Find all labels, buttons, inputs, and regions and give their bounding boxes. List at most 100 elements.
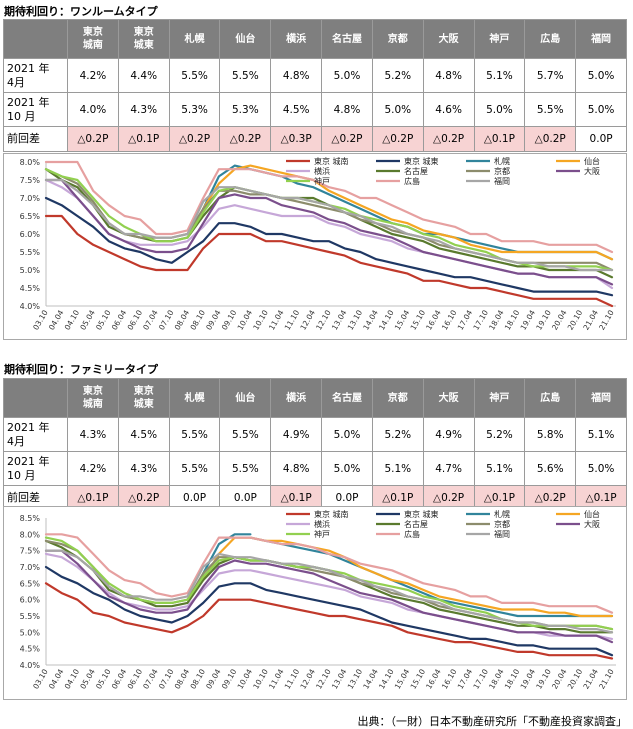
table-cell: 5.7% (524, 58, 577, 93)
header-corner (3, 378, 68, 418)
column-header: 仙台 (219, 378, 272, 418)
diff-cell: △0.2P (422, 126, 475, 152)
table-cell: 5.1% (473, 451, 526, 486)
table-cell: 4.0% (67, 92, 119, 127)
table-cell: 4.8% (321, 92, 373, 127)
column-header: 名古屋 (321, 378, 373, 418)
diff-cell: △0.2P (524, 126, 577, 152)
y-tick-label: 6.5% (20, 212, 41, 221)
series-line (202, 533, 252, 575)
legend-label: 東京 城南 (314, 156, 349, 166)
row-label: 2021 年 10 月 (3, 92, 68, 127)
legend-label: 京都 (494, 519, 510, 529)
diff-cell: △0.1P (117, 126, 170, 152)
series-line (44, 533, 614, 614)
x-tick-label: 21.10 (597, 308, 616, 331)
table-cell: 5.5% (524, 92, 577, 127)
y-tick-label: 7.5% (20, 547, 41, 556)
oneroom-section-title: 期待利回り：ワンルームタイプ (4, 5, 158, 18)
column-header: 東京 城南 (67, 19, 119, 59)
column-header: 東京 城東 (117, 378, 170, 418)
y-tick-label: 6.0% (20, 230, 41, 239)
series-line (44, 196, 614, 297)
table-cell: 5.0% (575, 451, 627, 486)
series-line (44, 582, 614, 660)
legend-label: 横浜 (314, 519, 330, 529)
table-cell: 5.3% (219, 92, 272, 127)
legend-label: 神戸 (314, 176, 330, 186)
table-cell: 5.0% (321, 417, 373, 452)
table-cell: 5.1% (371, 451, 424, 486)
y-tick-label: 4.5% (20, 284, 41, 293)
column-header: 横浜 (270, 19, 323, 59)
column-header: 広島 (524, 19, 577, 59)
table-cell: 4.5% (270, 92, 323, 127)
y-tick-label: 5.5% (20, 248, 41, 257)
table-cell: 5.0% (321, 451, 373, 486)
row-label: 2021 年 10 月 (3, 451, 68, 486)
diff-cell: △0.1P (473, 126, 526, 152)
legend-label: 東京 城南 (314, 509, 349, 519)
family-yield-table: 東京 城南 東京 城東 札幌 仙台 横浜 名古屋 京都 大阪 神戸 広島 福岡 2021 年 4月 4.3% 4… (3, 378, 627, 511)
column-header: 福岡 (575, 19, 627, 59)
series-line (44, 178, 614, 272)
y-tick-label: 5.5% (20, 612, 41, 621)
table-cell: 4.3% (117, 92, 170, 127)
legend-label: 京都 (494, 166, 510, 176)
y-tick-label: 7.0% (20, 563, 41, 572)
table-cell: 4.8% (422, 58, 475, 93)
y-tick-label: 8.0% (20, 530, 41, 539)
legend-label: 仙台 (584, 509, 600, 519)
y-tick-label: 7.5% (20, 176, 41, 185)
column-header: 京都 (371, 378, 424, 418)
diff-cell: △0.2P (168, 126, 221, 152)
y-tick-label: 7.0% (20, 194, 41, 203)
source-note: 出典：（一財）日本不動産研究所「不動産投資家調査」 (357, 715, 628, 728)
column-header: 仙台 (219, 19, 272, 59)
column-header: 名古屋 (321, 19, 373, 59)
legend-label: 名古屋 (404, 166, 428, 176)
column-header: 神戸 (473, 378, 526, 418)
table-row: 2021 年 4月 4.2% 4.4% 5.5% 5.5% 4.8% 5.0% 5.2% 4.8%… (3, 58, 627, 93)
table-cell: 5.0% (473, 92, 526, 127)
row-label: 2021 年 4月 (3, 58, 68, 93)
y-tick-label: 4.0% (20, 661, 41, 670)
column-header: 札幌 (168, 19, 221, 59)
diff-cell: △0.2P (321, 126, 373, 152)
table-cell: 4.5% (117, 417, 170, 452)
y-tick-label: 8.5% (20, 514, 41, 523)
table-cell: 5.5% (219, 58, 272, 93)
legend-label: 札幌 (494, 509, 510, 519)
legend-label: 大阪 (584, 166, 600, 176)
legend-label: 横浜 (314, 166, 330, 176)
legend-label: 福岡 (494, 177, 510, 186)
diff-cell: △0.2P (371, 126, 424, 152)
family-section-title: 期待利回り：ファミリータイプ (4, 363, 158, 376)
y-tick-label: 5.0% (20, 628, 41, 637)
row-label: 2021 年 4月 (3, 417, 68, 452)
legend-label: 名古屋 (404, 519, 428, 529)
column-header: 札幌 (168, 378, 221, 418)
column-header: 東京 城東 (117, 19, 170, 59)
table-cell: 5.0% (371, 92, 424, 127)
table-cell: 4.3% (67, 417, 119, 452)
diff-cell: △0.3P (270, 126, 323, 152)
table-cell: 5.5% (168, 451, 221, 486)
series-line (44, 178, 614, 286)
column-header: 横浜 (270, 378, 323, 418)
table-cell: 5.5% (219, 417, 272, 452)
table-cell: 4.6% (422, 92, 475, 127)
oneroom-yield-chart: 4.0% 4.5% 5.0% 5.5% 6.0% 6.5% 7.0% 7.5% 8.0% 03.1… (3, 153, 627, 340)
legend-label: 仙台 (584, 156, 600, 166)
legend-label: 福岡 (494, 530, 510, 539)
legend-label: 神戸 (314, 529, 330, 539)
y-tick-label: 5.0% (20, 266, 41, 275)
column-header: 大阪 (422, 19, 475, 59)
column-header: 広島 (524, 378, 577, 418)
y-tick-label: 4.0% (20, 302, 41, 311)
table-cell: 5.5% (168, 58, 221, 93)
table-cell: 5.8% (524, 417, 577, 452)
column-header: 東京 城南 (67, 378, 119, 418)
table-cell: 5.5% (168, 417, 221, 452)
header-corner (3, 19, 68, 59)
